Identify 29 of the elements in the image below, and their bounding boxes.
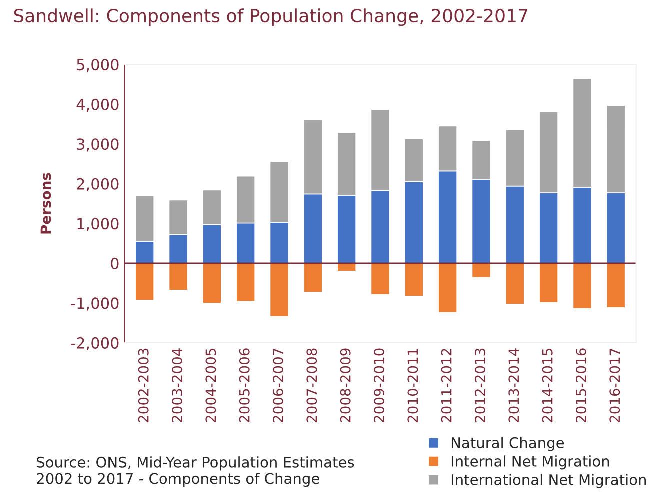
x-tick-label: 2010-2011: [408, 349, 418, 422]
y-tick-label: -1,000: [71, 298, 119, 311]
x-tick-label: 2003-2004: [172, 348, 183, 422]
y-tick-label: 3,000: [77, 138, 119, 152]
legend-label: Natural Change: [452, 437, 564, 452]
x-tick-label: 2004-2005: [206, 349, 216, 422]
y-tick-label: 1,000: [78, 218, 119, 232]
x-tick-label: 2002-2003: [138, 348, 149, 422]
legend-label: International Net Migration: [452, 474, 646, 488]
x-tick-label: 2015-2016: [576, 348, 586, 422]
x-tick-label: 2011-2012: [441, 349, 452, 422]
source-note: Source: ONS, Mid-Year Population Estimates 2002 to 2017 - Components of Change: [37, 456, 354, 488]
x-tick-label: 2014-2015: [542, 349, 553, 422]
legend-label: Internal Net Migration: [452, 456, 610, 470]
x-tick-label: 2009-2010: [374, 348, 385, 422]
y-tick-label: 2,000: [77, 178, 119, 192]
y-tick-label: -2,000: [71, 337, 119, 351]
x-tick-label: 2007-2008: [306, 348, 318, 422]
x-tick-label: 2005-2006: [239, 348, 250, 422]
y-tick-label: 4,000: [76, 98, 119, 112]
x-tick-label: 2016-2017: [610, 348, 620, 422]
y-tick-label: 5,000: [77, 59, 119, 72]
chart-title: Sandwell: Components of Population Change, 2002-2017: [14, 8, 528, 26]
y-tick-label: 0: [111, 258, 119, 270]
x-tick-label: 2012-2013: [474, 348, 486, 422]
x-tick-label: 2008-2009: [340, 348, 351, 422]
x-tick-label: 2006-2007: [273, 348, 284, 422]
x-tick-label: 2013-2014: [508, 348, 520, 422]
y-axis-title: Persons: [40, 173, 52, 234]
